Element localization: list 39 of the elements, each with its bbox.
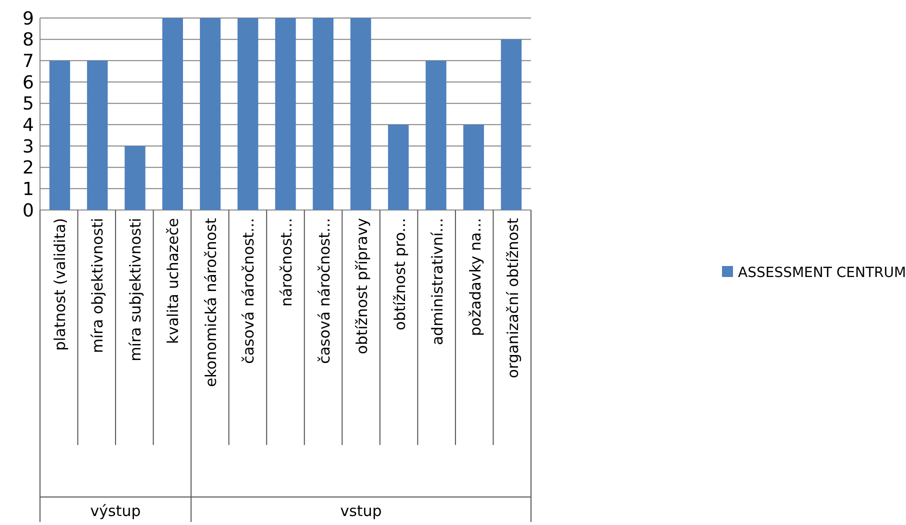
bar — [49, 60, 70, 210]
x-tick-label: obtížnost pro... — [390, 218, 409, 330]
x-tick-label: administrativní... — [428, 218, 447, 346]
bar — [200, 18, 221, 210]
y-tick-label: 6 — [22, 72, 34, 94]
x-tick-label: míra subjektivnosti — [126, 218, 144, 362]
bar — [87, 60, 108, 210]
x-tick-label: platnost (validita) — [50, 218, 69, 351]
bar — [426, 60, 446, 210]
y-tick-label: 4 — [22, 114, 34, 136]
y-tick-label: 3 — [22, 136, 34, 158]
bar — [238, 18, 258, 210]
x-tick-label: ekonomická náročnost — [202, 218, 220, 387]
y-tick-label: 5 — [22, 94, 34, 115]
bar — [124, 146, 146, 210]
text: výstup — [90, 502, 141, 520]
bar — [162, 18, 183, 210]
bar — [463, 124, 484, 210]
y-tick-label: 8 — [22, 30, 34, 51]
text: vstup — [340, 502, 382, 520]
x-tick-label: organizační obtížnost — [504, 218, 522, 378]
x-tick-label: míra objektivnosti — [88, 218, 107, 354]
y-tick-label: 9 — [22, 8, 34, 30]
bar — [388, 124, 409, 210]
bar — [350, 18, 372, 210]
x-tick-label: obtížnost přípravy — [353, 218, 372, 354]
x-tick-label: náročnost... — [278, 218, 296, 307]
x-tick-label: kvalita uchazeče — [164, 218, 182, 344]
y-tick-label: 1 — [22, 178, 34, 200]
x-tick-label: časová náročnost... — [315, 218, 334, 364]
bar — [312, 18, 334, 210]
y-tick-label: 2 — [22, 158, 34, 179]
bar — [500, 39, 522, 210]
y-tick-label: 7 — [22, 50, 34, 72]
x-tick-label: časová náročnost... — [240, 218, 258, 364]
x-tick-label: požadavky na... — [466, 218, 484, 336]
legend-label: ASSESSMENT CENTRUM — [738, 264, 906, 281]
y-tick-label: 0 — [22, 200, 34, 222]
bar — [275, 18, 296, 210]
